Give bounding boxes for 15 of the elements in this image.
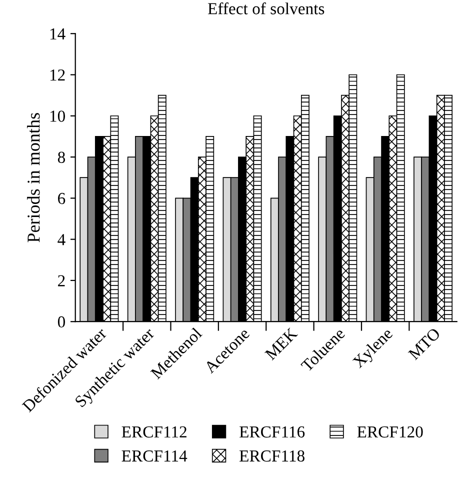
legend-label: ERCF120 [357,426,423,438]
y-tick-label: 14 [50,28,66,40]
legend-label: ERCF118 [240,450,304,462]
y-axis-title: Periods in months [27,113,40,242]
y-tick-label: 4 [58,234,66,246]
y-tick-label: 8 [58,152,65,163]
legend-label: ERCF114 [122,450,188,462]
y-tick-label: 10 [50,110,65,122]
y-tick-label: 0 [58,316,65,328]
chart-title: Effect of solvents [208,2,324,14]
legend-label: ERCF116 [240,426,305,438]
y-tick-label: 2 [58,275,65,286]
y-tick-label: 6 [58,192,66,204]
legend-label: ERCF112 [122,426,186,438]
y-tick-label: 12 [50,69,65,81]
